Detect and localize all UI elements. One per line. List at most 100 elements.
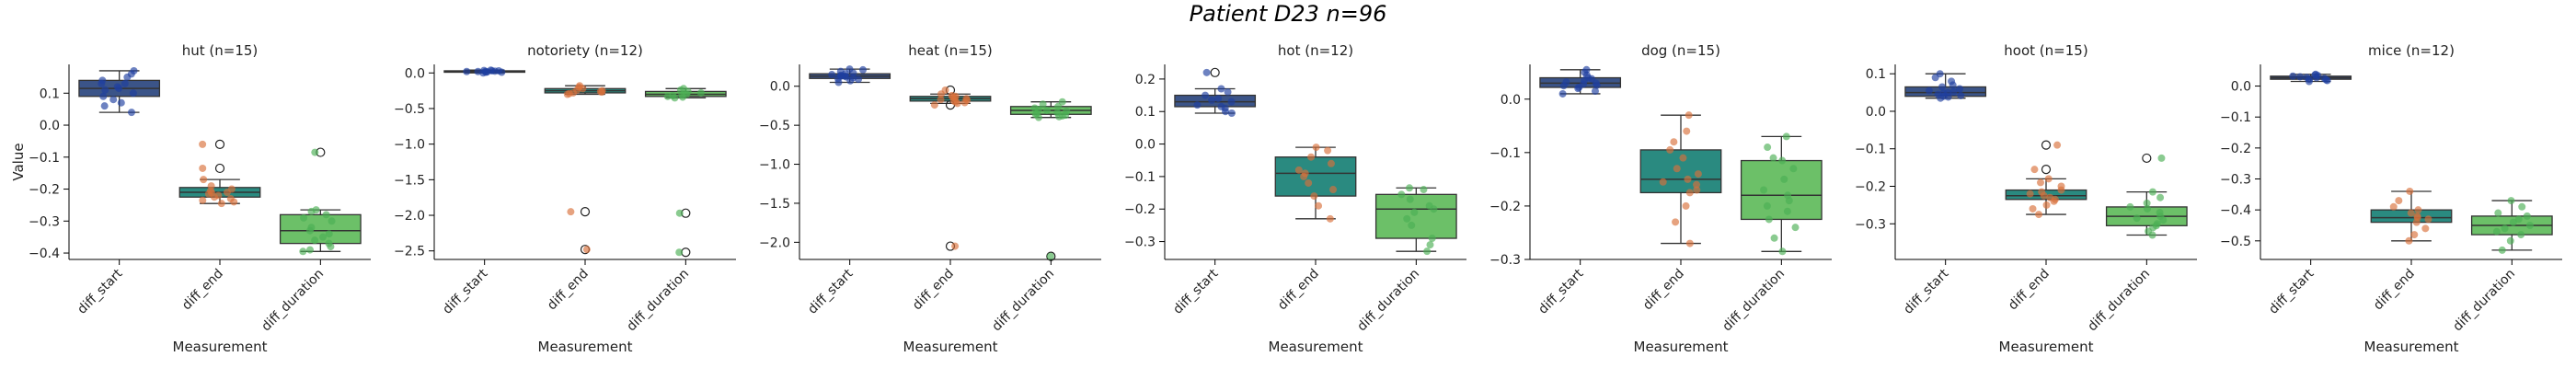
x-axis-label: Measurement — [173, 339, 268, 355]
data-point — [1403, 214, 1411, 223]
data-point — [1925, 86, 1933, 95]
data-point — [1679, 154, 1687, 162]
data-point — [1315, 201, 1323, 210]
data-point — [305, 246, 314, 254]
data-point — [1046, 252, 1054, 260]
data-point — [1202, 91, 1210, 99]
box-diff_duration — [279, 147, 362, 256]
data-point — [1214, 95, 1223, 103]
y-tick-label: 0.0 — [1135, 138, 1156, 153]
data-point — [1948, 77, 1956, 86]
x-tick-label: diff_start — [75, 266, 126, 317]
data-point — [2424, 215, 2432, 224]
subplot-mice: mice (n=12) 0.0 −0.1 −0.2 −0.3 −0.4 −0.5 diff_s… — [2220, 42, 2562, 355]
data-point — [1217, 85, 1225, 93]
data-point — [1310, 192, 1318, 201]
box-diff_end — [544, 82, 627, 255]
data-point — [2514, 215, 2523, 224]
data-point — [2303, 74, 2311, 82]
box-iqr — [1639, 149, 1722, 194]
figure-title: Patient D23 n=96 — [1189, 1, 1387, 27]
outlier-marker — [580, 207, 591, 217]
data-point — [2057, 186, 2065, 194]
data-point — [2037, 178, 2045, 187]
data-point — [1406, 195, 1414, 203]
box-diff_end — [178, 139, 261, 208]
data-point — [1202, 68, 1211, 76]
data-point — [1227, 98, 1236, 106]
y-tick-label: 0.0 — [770, 80, 790, 95]
data-point — [1764, 144, 1772, 152]
y-tick-label: −0.1 — [1124, 170, 1156, 185]
data-point — [1294, 166, 1303, 174]
y-tick-label: −0.4 — [2220, 203, 2251, 218]
data-point — [598, 88, 606, 97]
data-point — [2157, 154, 2166, 162]
y-tick-label: −2.5 — [394, 245, 425, 259]
x-tick-label: diff_end — [2371, 267, 2418, 314]
x-tick-label: diff_duration — [624, 267, 692, 335]
data-point — [2501, 224, 2509, 233]
data-point — [325, 230, 333, 238]
data-point — [582, 246, 591, 254]
box-diff_start — [443, 66, 526, 77]
data-point — [1938, 83, 1947, 91]
data-point — [579, 85, 587, 93]
data-point — [1685, 111, 1693, 120]
y-tick-label: −0.3 — [1124, 236, 1156, 250]
data-point — [2389, 202, 2398, 211]
data-point — [1055, 112, 1064, 121]
data-point — [1693, 180, 1701, 189]
y-tick-label: −0.2 — [2220, 142, 2251, 156]
data-point — [1672, 218, 1680, 226]
data-point — [1683, 127, 1691, 135]
outlier-marker — [2041, 140, 2052, 150]
data-point — [1659, 178, 1667, 186]
data-point — [2407, 209, 2415, 217]
data-point — [930, 101, 938, 109]
x-tick-label: diff_end — [1275, 267, 1322, 314]
data-point — [1783, 207, 1791, 215]
data-point — [113, 83, 121, 91]
data-point — [199, 196, 207, 204]
data-point — [463, 67, 471, 75]
data-point — [199, 164, 207, 172]
box-diff_start — [78, 66, 161, 117]
data-point — [1430, 205, 1438, 213]
data-point — [127, 109, 135, 117]
y-tick-label: −0.1 — [1855, 143, 1886, 157]
box-diff_end — [1639, 111, 1722, 247]
x-tick-label: diff_end — [1640, 267, 1687, 314]
data-point — [474, 67, 482, 75]
data-point — [1329, 186, 1338, 194]
y-tick-label: −0.1 — [1489, 146, 1521, 161]
data-point — [845, 65, 854, 74]
data-point — [2506, 236, 2514, 245]
data-point — [2050, 197, 2058, 205]
data-point — [1217, 102, 1225, 110]
data-point — [129, 89, 137, 98]
data-point — [2410, 231, 2419, 239]
y-tick-label: −1.5 — [759, 197, 790, 212]
data-point — [2492, 227, 2501, 236]
data-point — [2053, 141, 2062, 149]
y-tick-label: 0.0 — [40, 119, 60, 133]
data-point — [204, 190, 213, 198]
data-point — [2133, 214, 2141, 223]
y-tick-label: 0.1 — [1866, 67, 1886, 82]
data-point — [305, 226, 314, 235]
outlier-marker — [1210, 67, 1220, 77]
box-diff_end — [1274, 144, 1357, 223]
data-point — [99, 92, 108, 100]
data-point — [1670, 138, 1678, 146]
data-point — [101, 86, 109, 94]
data-point — [1408, 221, 1416, 229]
data-point — [679, 93, 687, 101]
data-point — [1054, 102, 1063, 110]
y-tick-label: −2.0 — [394, 209, 425, 224]
x-axis-label: Measurement — [1999, 339, 2094, 355]
data-point — [1042, 107, 1051, 115]
data-point — [328, 217, 336, 225]
y-tick-label: −0.4 — [29, 247, 60, 261]
data-point — [937, 90, 945, 98]
